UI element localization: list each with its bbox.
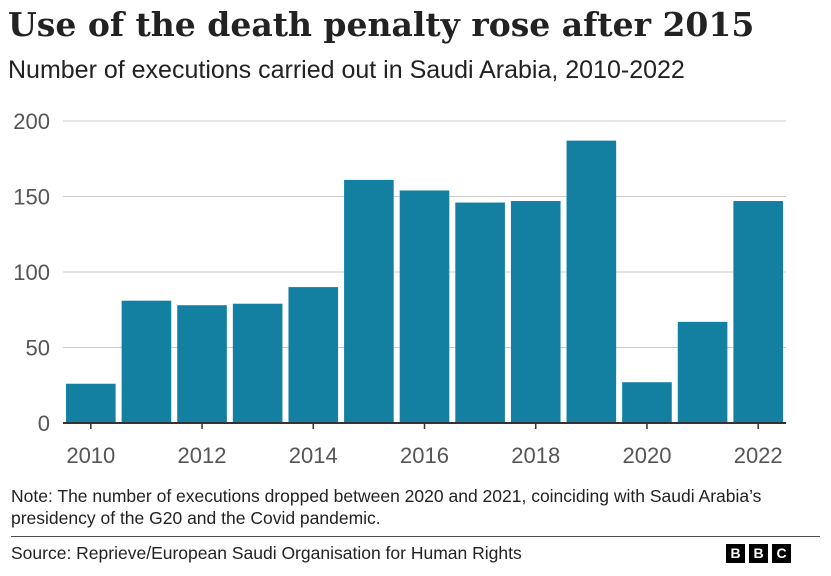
bar-2017 <box>455 202 505 423</box>
bar-2021 <box>677 321 728 423</box>
y-tick-label-0: 0 <box>38 411 50 436</box>
bar-2013 <box>232 303 283 423</box>
bar-2020 <box>622 382 672 423</box>
x-tick-label-2016: 2016 <box>400 443 449 468</box>
bar-2016 <box>399 190 450 423</box>
x-tick-label-2010: 2010 <box>66 443 115 468</box>
axes: 0 50 100 150 200 2010 2012 2014 2016 2018 2020 2022 <box>13 109 786 468</box>
bars <box>66 140 783 423</box>
bar-2011 <box>121 300 172 423</box>
chart-note: Note: The number of executions dropped b… <box>11 485 811 529</box>
bar-chart: 0 50 100 150 200 2010 2012 2014 2016 2018 2020 2022 <box>13 109 786 468</box>
chart-title: Use of the death penalty rose after 2015 <box>8 5 755 44</box>
x-tick-label-2022: 2022 <box>734 443 783 468</box>
note-text: Note: The number of executions dropped b… <box>11 486 762 528</box>
bbc-logo-letter-3: C <box>772 544 791 563</box>
bar-2010 <box>66 383 116 423</box>
chart-subtitle: Number of executions carried out in Saud… <box>8 56 685 84</box>
bar-2018 <box>510 201 561 423</box>
bar-2014 <box>288 287 339 423</box>
bar-2015 <box>344 179 394 423</box>
x-tick-label-2020: 2020 <box>622 443 671 468</box>
bar-2022 <box>733 201 783 423</box>
footer-divider <box>11 536 820 537</box>
bar-2019 <box>566 140 617 423</box>
bbc-logo: B B C <box>726 544 791 563</box>
y-tick-label-150: 150 <box>13 185 50 210</box>
x-tick-label-2018: 2018 <box>511 443 560 468</box>
y-tick-label-50: 50 <box>26 336 50 361</box>
y-tick-label-100: 100 <box>13 260 50 285</box>
bbc-logo-letter-1: B <box>726 544 745 563</box>
bar-2012 <box>177 305 227 423</box>
bbc-logo-letter-2: B <box>749 544 768 563</box>
y-tick-label-200: 200 <box>13 109 50 134</box>
source-text: Source: Reprieve/European Saudi Organisa… <box>11 543 522 563</box>
x-tick-label-2012: 2012 <box>178 443 227 468</box>
x-tick-label-2014: 2014 <box>289 443 338 468</box>
